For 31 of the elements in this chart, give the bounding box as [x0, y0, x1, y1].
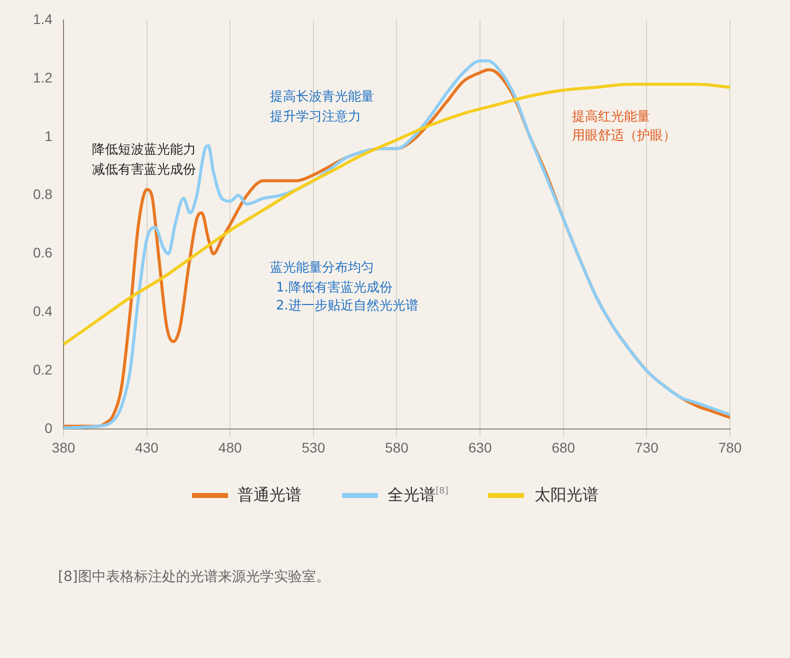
annotation: 减低有害蓝光成份 — [92, 161, 196, 178]
x-tick-label: 430 — [135, 439, 159, 456]
annotation: 提高长波青光能量 — [270, 88, 374, 104]
x-tick-label: 480 — [218, 439, 242, 456]
y-tick-label: 0.6 — [32, 244, 53, 261]
x-tick-label: 680 — [552, 439, 576, 456]
text: [8]图中表格标注处的光谱来源光学实验室。 — [58, 568, 330, 586]
y-tick-label: 1.2 — [32, 69, 53, 86]
x-tick-label: 530 — [302, 439, 326, 456]
annotation: 用眼舒适（护眼） — [572, 128, 676, 144]
y-tick-label: 1 — [44, 128, 53, 144]
x-tick-label: 730 — [635, 439, 659, 456]
y-tick-label: 0.4 — [32, 303, 53, 320]
line-series — [63, 82, 730, 346]
x-tick-label: 380 — [52, 439, 76, 456]
legend-label: 全光谱$^{[8]}$ — [388, 485, 448, 506]
x-tick-label: 630 — [468, 439, 492, 456]
annotation: 降低短波蓝光能力 — [92, 142, 196, 158]
y-tick-label: 1.4 — [32, 10, 53, 27]
annotation: 提高红光能量 — [572, 108, 650, 124]
annotation: 提升学习注意力 — [270, 109, 361, 124]
annotation: 蓝光能量分布均匀 — [270, 260, 374, 276]
annotation: 1.降低有害蓝光成份 — [276, 279, 392, 296]
legend-label: 普通光谱 — [238, 485, 302, 506]
annotation: 2.进一步贴近自然光光谱 — [276, 298, 418, 314]
y-tick-label: 0.8 — [32, 186, 53, 202]
x-tick-label: 580 — [385, 439, 409, 456]
y-tick-label: 0.2 — [32, 362, 53, 378]
x-tick-label: 780 — [718, 439, 742, 456]
y-tick-label: 0 — [44, 420, 53, 436]
legend-label: 太阳光谱 — [534, 485, 598, 506]
